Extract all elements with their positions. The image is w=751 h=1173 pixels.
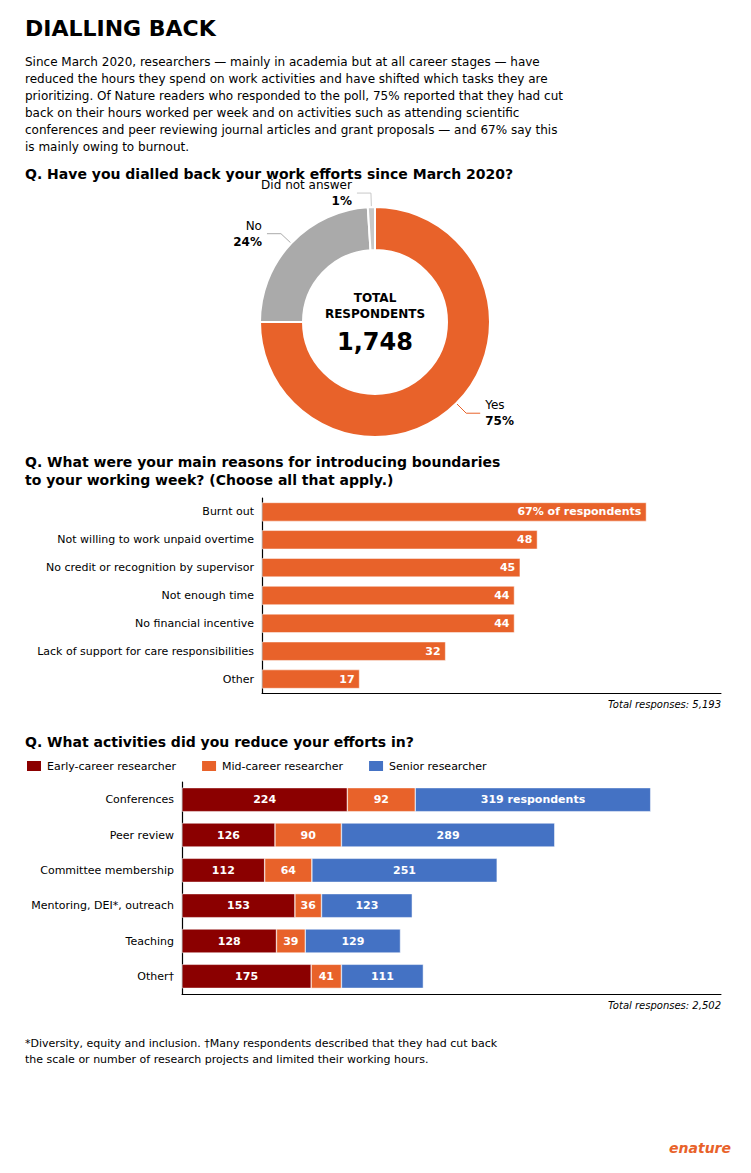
svg-text:to your working week? (Choose: to your working week? (Choose all that a… bbox=[25, 472, 393, 488]
svg-text:1%: 1% bbox=[332, 194, 352, 208]
svg-text:Conferences: Conferences bbox=[105, 793, 174, 806]
svg-text:75%: 75% bbox=[485, 414, 514, 428]
svg-text:Q. What activities did you red: Q. What activities did you reduce your e… bbox=[25, 734, 414, 750]
svg-text:153: 153 bbox=[227, 899, 250, 912]
svg-text:Peer review: Peer review bbox=[110, 829, 174, 842]
svg-text:Burnt out: Burnt out bbox=[202, 505, 254, 518]
svg-text:Total responses: 2,502: Total responses: 2,502 bbox=[608, 1000, 721, 1011]
svg-text:92: 92 bbox=[374, 793, 389, 806]
svg-text:44: 44 bbox=[494, 589, 510, 602]
svg-text:175: 175 bbox=[235, 970, 258, 983]
svg-text:is mainly owing to burnout.: is mainly owing to burnout. bbox=[25, 140, 189, 154]
svg-text:112: 112 bbox=[212, 864, 235, 877]
svg-text:prioritizing. Of ​Nature​ read: prioritizing. Of ​Nature​ readers who re… bbox=[25, 89, 563, 103]
svg-text:24%: 24% bbox=[233, 235, 262, 249]
svg-text:45: 45 bbox=[500, 561, 515, 574]
svg-text:TOTAL: TOTAL bbox=[354, 291, 397, 305]
svg-text:Q. Have you dialled back your: Q. Have you dialled back your work effor… bbox=[25, 166, 513, 182]
svg-text:Not willing to work unpaid ove: Not willing to work unpaid overtime bbox=[57, 533, 254, 546]
svg-text:111: 111 bbox=[371, 970, 394, 983]
svg-text:No financial incentive: No financial incentive bbox=[135, 617, 254, 630]
svg-text:reduced the hours they spend o: reduced the hours they spend on work act… bbox=[25, 72, 548, 86]
svg-text:Other†: Other† bbox=[137, 970, 174, 983]
svg-text:Other: Other bbox=[223, 673, 255, 686]
svg-text:*Diversity, equity and inclusi: *Diversity, equity and inclusion. †Many … bbox=[25, 1037, 498, 1050]
svg-text:319 respondents: 319 respondents bbox=[481, 793, 586, 806]
svg-text:39: 39 bbox=[283, 935, 298, 948]
svg-text:224: 224 bbox=[253, 793, 276, 806]
svg-text:123: 123 bbox=[355, 899, 378, 912]
svg-text:the scale or number of researc: the scale or number of research projects… bbox=[25, 1053, 428, 1066]
svg-text:No credit or recognition by su: No credit or recognition by supervisor bbox=[46, 561, 255, 574]
svg-text:RESPONDENTS: RESPONDENTS bbox=[325, 307, 425, 321]
svg-text:67% of respondents: 67% of respondents bbox=[517, 505, 641, 518]
svg-text:Not enough time: Not enough time bbox=[161, 589, 254, 602]
svg-text:Teaching: Teaching bbox=[125, 935, 174, 948]
svg-text:32: 32 bbox=[425, 645, 440, 658]
svg-text:Yes: Yes bbox=[484, 398, 504, 412]
svg-text:Total responses: 5,193: Total responses: 5,193 bbox=[608, 699, 721, 710]
svg-text:251: 251 bbox=[393, 864, 416, 877]
svg-text:back on their hours worked per: back on their hours worked per week and … bbox=[25, 106, 519, 120]
svg-text:No: No bbox=[246, 219, 262, 233]
svg-text:conferences and peer reviewing: conferences and peer reviewing journal a… bbox=[25, 123, 557, 137]
svg-text:17: 17 bbox=[339, 673, 354, 686]
svg-text:Since March 2020, researchers: Since March 2020, researchers — mainly i… bbox=[25, 55, 540, 69]
svg-text:enature: enature bbox=[669, 1140, 731, 1156]
svg-text:Mid-career researcher: Mid-career researcher bbox=[222, 760, 343, 773]
svg-text:128: 128 bbox=[218, 935, 241, 948]
svg-text:Early-career researcher: Early-career researcher bbox=[47, 760, 177, 773]
svg-text:289: 289 bbox=[437, 829, 460, 842]
svg-text:48: 48 bbox=[517, 533, 532, 546]
svg-text:Lack of support for care respo: Lack of support for care responsibilitie… bbox=[37, 645, 254, 658]
svg-text:Q. What were your main reasons: Q. What were your main reasons for intro… bbox=[25, 454, 500, 470]
svg-text:44: 44 bbox=[494, 617, 510, 630]
svg-text:Senior researcher: Senior researcher bbox=[389, 760, 487, 773]
svg-text:DIALLING BACK: DIALLING BACK bbox=[25, 16, 217, 41]
svg-text:90: 90 bbox=[301, 829, 317, 842]
svg-text:64: 64 bbox=[281, 864, 297, 877]
svg-text:1,748: 1,748 bbox=[337, 328, 413, 356]
svg-text:41: 41 bbox=[319, 970, 334, 983]
svg-text:Committee membership: Committee membership bbox=[40, 864, 174, 877]
svg-text:129: 129 bbox=[341, 935, 364, 948]
svg-text:36: 36 bbox=[301, 899, 317, 912]
svg-text:126: 126 bbox=[217, 829, 240, 842]
svg-text:Mentoring, DEI*, outreach: Mentoring, DEI*, outreach bbox=[31, 899, 174, 912]
svg-text:Did not answer: Did not answer bbox=[261, 178, 352, 193]
